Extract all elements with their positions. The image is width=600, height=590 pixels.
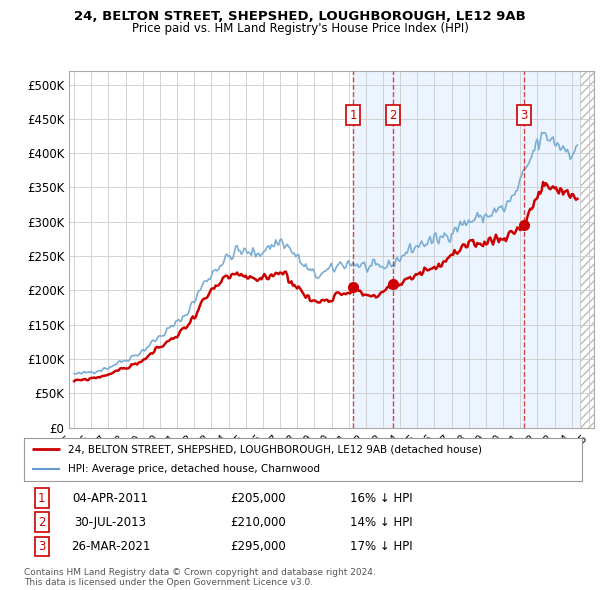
Text: 3: 3 [38,540,46,553]
Text: 2: 2 [38,516,46,529]
Text: 1: 1 [38,491,46,504]
Bar [353,71,594,428]
Text: HPI: Average price, detached house, Charnwood: HPI: Average price, detached house, Char… [68,464,320,474]
Text: Contains HM Land Registry data © Crown copyright and database right 2024.: Contains HM Land Registry data © Crown c… [24,568,376,576]
Text: £295,000: £295,000 [230,540,286,553]
Text: Price paid vs. HM Land Registry's House Price Index (HPI): Price paid vs. HM Land Registry's House … [131,22,469,35]
Text: 2: 2 [389,109,397,122]
Text: 24, BELTON STREET, SHEPSHED, LOUGHBOROUGH, LE12 9AB: 24, BELTON STREET, SHEPSHED, LOUGHBOROUG… [74,10,526,23]
Text: £205,000: £205,000 [230,491,286,504]
Text: This data is licensed under the Open Government Licence v3.0.: This data is licensed under the Open Gov… [24,578,313,587]
Text: 17% ↓ HPI: 17% ↓ HPI [350,540,412,553]
Text: 1: 1 [349,109,356,122]
Text: 30-JUL-2013: 30-JUL-2013 [74,516,146,529]
Text: 04-APR-2011: 04-APR-2011 [73,491,148,504]
Text: 24, BELTON STREET, SHEPSHED, LOUGHBOROUGH, LE12 9AB (detached house): 24, BELTON STREET, SHEPSHED, LOUGHBOROUG… [68,444,482,454]
Text: 14% ↓ HPI: 14% ↓ HPI [350,516,412,529]
Text: 3: 3 [520,109,528,122]
Text: 26-MAR-2021: 26-MAR-2021 [71,540,150,553]
Text: 16% ↓ HPI: 16% ↓ HPI [350,491,412,504]
Text: £210,000: £210,000 [230,516,286,529]
Bar [580,71,594,428]
Bar [580,71,594,428]
